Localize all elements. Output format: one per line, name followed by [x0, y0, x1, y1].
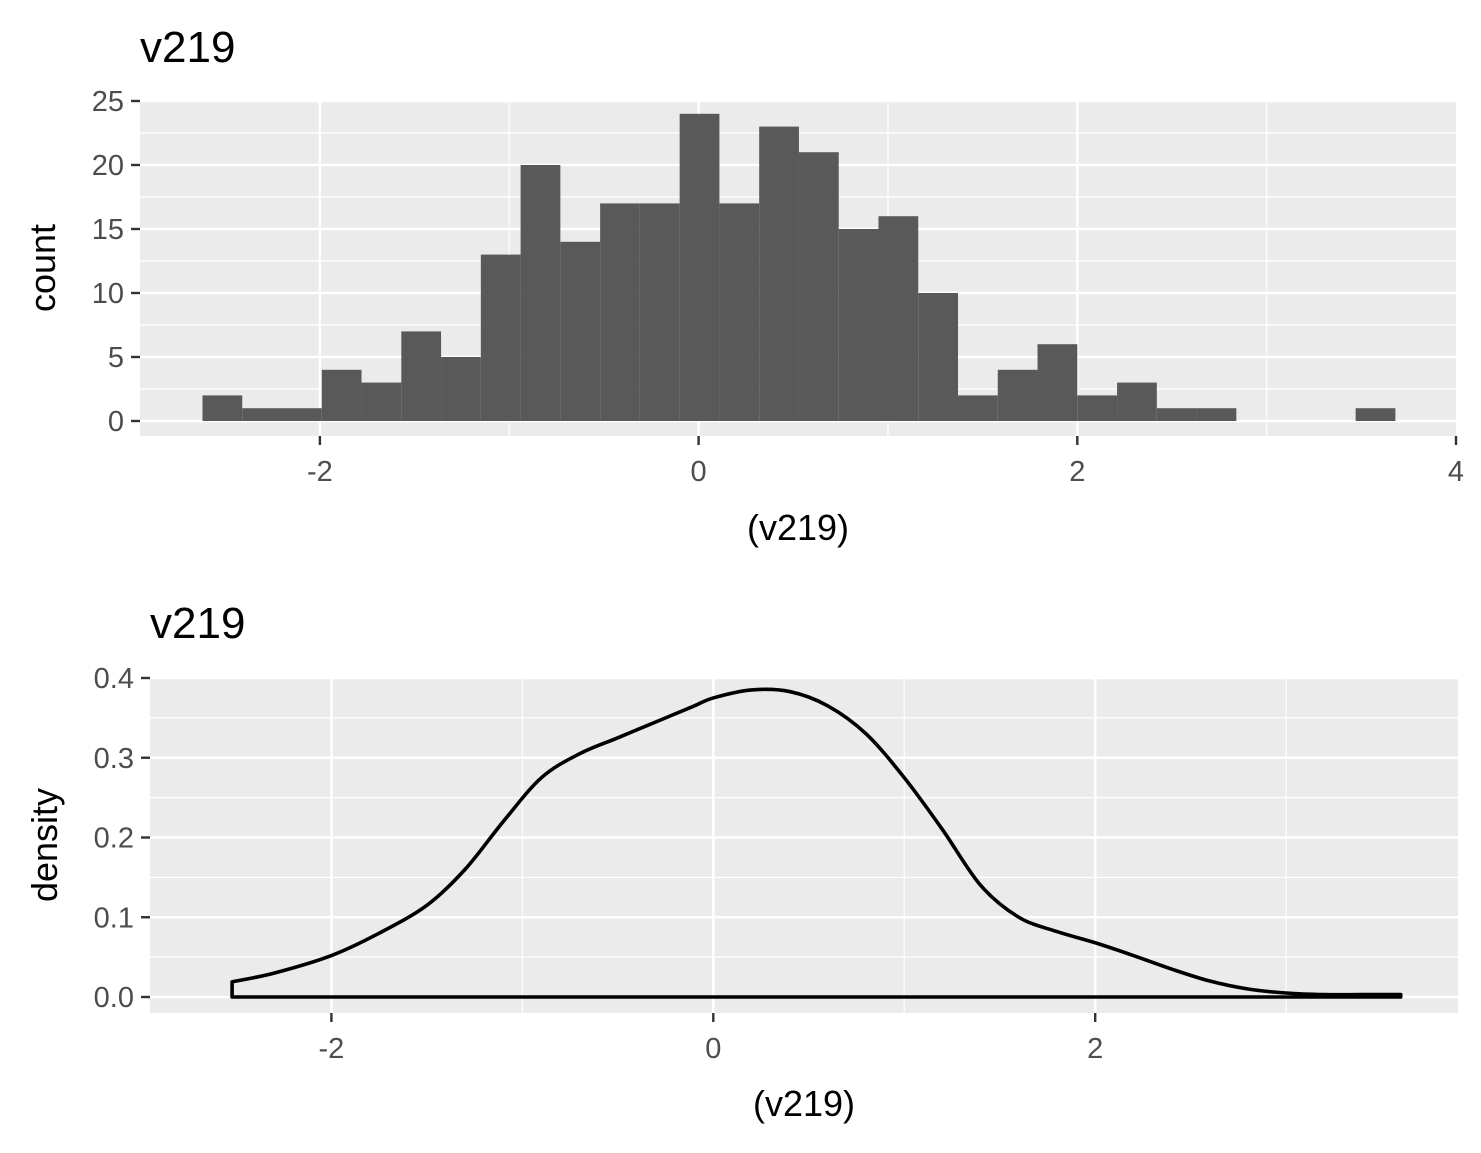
- x-tick-label: -2: [307, 456, 333, 488]
- histogram-bar: [600, 203, 640, 421]
- histogram-bar: [639, 203, 680, 421]
- density-y-axis: 0.0 0.1 0.2 0.3 0.4: [94, 663, 150, 1014]
- density-y-label: density: [24, 788, 65, 902]
- histogram-bar: [878, 216, 919, 421]
- histogram-bar: [759, 126, 799, 421]
- y-tick-label: 25: [92, 86, 124, 118]
- histogram-bar: [1156, 408, 1197, 421]
- y-tick-label: 15: [92, 214, 124, 246]
- histogram-bar: [242, 408, 283, 421]
- histogram-bars: [202, 113, 1396, 422]
- histogram-bar: [441, 357, 481, 421]
- histogram-y-axis: 0 5 10 15 20 25: [92, 86, 140, 438]
- histogram-bar: [918, 293, 959, 421]
- histogram-bar: [520, 165, 561, 421]
- density-minor-grid: [150, 678, 1458, 1013]
- histogram-bar: [202, 395, 243, 421]
- histogram-x-axis: -2 0 2 4: [307, 436, 1464, 488]
- y-tick-label: 0.1: [94, 902, 134, 934]
- histogram-bar: [560, 241, 601, 421]
- histogram-bar: [798, 152, 839, 421]
- histogram-bar: [997, 369, 1038, 421]
- histogram-bar: [1117, 382, 1157, 421]
- y-tick-label: 0.4: [94, 663, 134, 695]
- x-tick-label: 0: [691, 456, 707, 488]
- histogram-y-label: count: [22, 224, 63, 312]
- histogram-bar: [1355, 408, 1396, 421]
- density-x-axis: -2 0 2: [319, 1013, 1103, 1065]
- density-x-label: (v219): [753, 1083, 855, 1124]
- histogram-bar: [1077, 395, 1118, 421]
- y-tick-label: 5: [108, 342, 124, 374]
- histogram-bar: [1037, 344, 1078, 421]
- x-tick-label: -2: [319, 1033, 345, 1065]
- x-tick-label: 2: [1087, 1033, 1103, 1065]
- x-tick-label: 0: [705, 1033, 721, 1065]
- density-curve: [230, 687, 1403, 999]
- y-tick-label: 10: [92, 278, 124, 310]
- x-tick-label: 2: [1069, 456, 1085, 488]
- histogram-bar: [838, 229, 879, 421]
- histogram-bar: [361, 382, 402, 421]
- histogram-bar: [480, 254, 521, 421]
- histogram-x-label: (v219): [747, 507, 849, 548]
- histogram-bar: [958, 395, 998, 421]
- y-tick-label: 0: [108, 406, 124, 438]
- histogram-bar: [719, 203, 760, 421]
- histogram-bar: [401, 331, 442, 421]
- histogram-chart: v219 0 5 10 15 20 25 -2 0 2 4 (v219) count: [22, 23, 1464, 548]
- y-tick-label: 0.0: [94, 982, 134, 1014]
- density-chart: v219 0.0 0.1 0.2 0.3 0.4 -2 0 2 (v219) density: [24, 599, 1458, 1124]
- y-tick-label: 0.2: [94, 823, 134, 855]
- histogram-bar: [1196, 408, 1237, 421]
- y-tick-label: 20: [92, 150, 124, 182]
- histogram-bar: [679, 113, 720, 422]
- density-title: v219: [150, 599, 245, 648]
- histogram-title: v219: [140, 23, 235, 72]
- histogram-bar: [321, 369, 362, 421]
- histogram-bar: [282, 408, 322, 421]
- density-panel: [150, 678, 1458, 1013]
- y-tick-label: 0.3: [94, 743, 134, 775]
- x-tick-label: 4: [1448, 456, 1464, 488]
